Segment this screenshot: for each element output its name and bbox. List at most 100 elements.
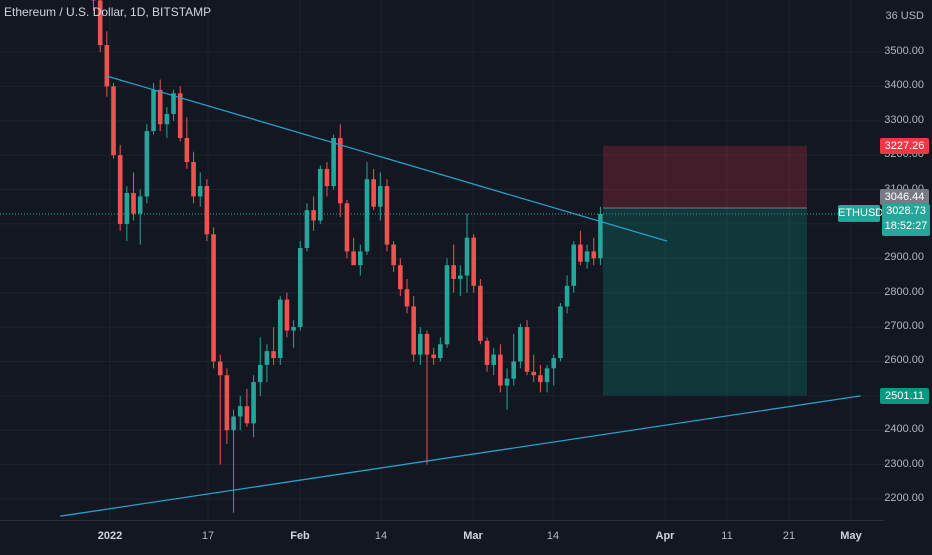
candle-body (251, 382, 256, 423)
candle-body (291, 327, 296, 330)
candle-body (578, 245, 583, 262)
candle-body (518, 327, 523, 361)
candle-body (111, 86, 116, 155)
candle-body (531, 372, 536, 375)
candle-body (118, 155, 123, 224)
candle-body (211, 234, 216, 361)
entry-price-label: 3046.44 (880, 189, 929, 205)
candle-body (225, 375, 230, 430)
ascending-trendline (60, 396, 860, 516)
time-tick: Mar (463, 530, 483, 542)
candle-body (278, 300, 283, 358)
price-tick: 3400.00 (884, 79, 924, 91)
candle-body (378, 186, 383, 207)
price-tick: 2200.00 (884, 492, 924, 504)
candle-body (418, 334, 423, 355)
candle-body (265, 351, 270, 365)
candle-body (305, 210, 310, 248)
candle-body (318, 169, 323, 221)
candle-body (405, 289, 410, 306)
countdown-timer: 18:52:27 (882, 219, 930, 234)
candle-body (565, 286, 570, 307)
symbol-label: ETHUSD (838, 205, 880, 222)
time-tick: Apr (656, 530, 675, 542)
candle-body (538, 375, 543, 382)
candle-body (478, 286, 483, 341)
candle-body (411, 306, 416, 354)
currency-code: USD (901, 10, 924, 22)
time-tick: 17 (202, 530, 214, 542)
candle-body (425, 334, 430, 355)
candle-body (105, 45, 110, 86)
candle-body (391, 245, 396, 266)
candle-body (585, 251, 590, 261)
time-tick: 14 (547, 530, 559, 542)
price-tick: 3300.00 (884, 114, 924, 126)
candle-body (138, 196, 143, 213)
last-price-value: 3028.73 (882, 204, 930, 219)
target-price-label: 2501.11 (880, 388, 929, 404)
time-tick: Feb (290, 530, 310, 542)
candle-body (398, 265, 403, 289)
price-tick: 2900.00 (884, 251, 924, 263)
axis-price-number: 36 (885, 10, 897, 22)
candle-body (365, 179, 370, 251)
price-tick: 2800.00 (884, 286, 924, 298)
last-price-label: 3028.73 18:52:27 (882, 204, 930, 236)
profit-zone (603, 208, 807, 396)
candle-body (331, 138, 336, 186)
candle-body (345, 203, 350, 251)
candle-body (438, 344, 443, 358)
candle-body (445, 265, 450, 344)
candle-body (371, 179, 376, 207)
candle-body (338, 138, 343, 203)
candle-body (185, 138, 190, 162)
price-tick: 2700.00 (884, 320, 924, 332)
price-tick: 3500.00 (884, 45, 924, 57)
time-tick: May (840, 530, 861, 542)
candle-body (525, 327, 530, 372)
candle-body (458, 276, 463, 279)
candle-body (451, 265, 456, 279)
price-tick: 2300.00 (884, 458, 924, 470)
candle-body (191, 162, 196, 196)
price-axis[interactable]: 36 USD 3500.003400.003300.003200.003100.… (884, 0, 932, 520)
price-tick: 2400.00 (884, 423, 924, 435)
candle-body (245, 406, 250, 423)
candle-body (198, 186, 203, 196)
candle-body (158, 90, 163, 124)
candle-body (471, 238, 476, 286)
candle-body (551, 358, 556, 368)
candle-body (145, 131, 150, 196)
candle-body (511, 361, 516, 378)
candle-body (218, 361, 223, 375)
stop-zone (603, 146, 807, 208)
time-tick: 11 (721, 530, 732, 542)
candle-body (205, 186, 210, 234)
candle-body (558, 306, 563, 358)
candle-body (491, 355, 496, 365)
chart-title: Ethereum / U.S. Dollar, 1D, BITSTAMP (4, 5, 211, 19)
candle-body (231, 416, 236, 430)
stop-price-label: 3227.26 (880, 138, 929, 154)
candle-body (178, 93, 183, 138)
candle-body (311, 210, 316, 220)
candle-body (591, 251, 596, 258)
candle-body (238, 406, 243, 416)
candle-body (545, 368, 550, 382)
candle-body (131, 193, 136, 214)
candle-body (125, 193, 130, 224)
currency-label: 36 USD (885, 10, 924, 22)
candle-body (351, 251, 356, 265)
candle-body (165, 114, 170, 124)
time-tick: 2022 (98, 530, 122, 542)
candle-body (271, 351, 276, 358)
candle-body (385, 186, 390, 244)
candle-body (325, 169, 330, 186)
candle-body (298, 248, 303, 327)
candle-body (358, 251, 363, 265)
candle-body (431, 355, 436, 358)
